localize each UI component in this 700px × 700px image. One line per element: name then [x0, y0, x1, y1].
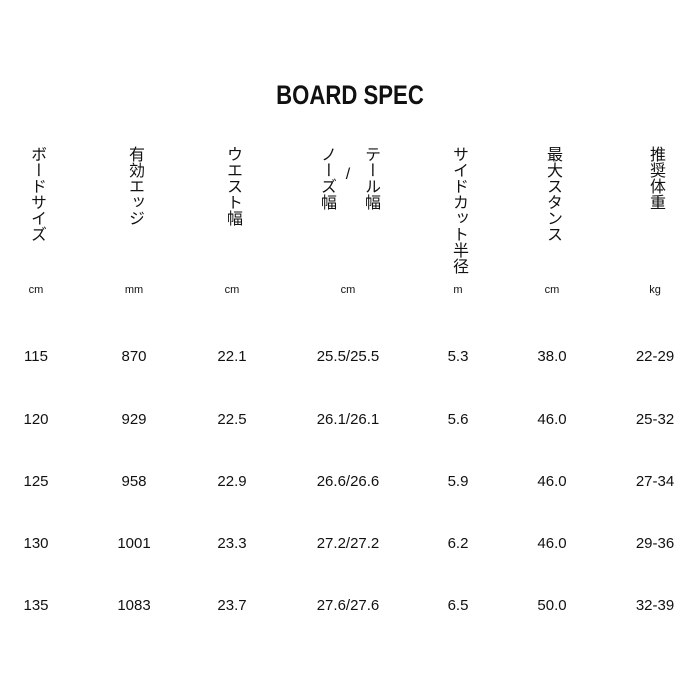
table-cell: 25.5/25.5 [316, 348, 380, 365]
column-unit: cm [340, 284, 356, 296]
column-unit: kg [649, 284, 661, 296]
table-cell: 22-29 [635, 348, 675, 365]
table-cell: 135 [23, 597, 49, 614]
table-cell: 26.6/26.6 [316, 473, 380, 490]
column-6: 推奨体重 kg 22-29 25-32 27-34 29-36 32-39 [600, 0, 700, 700]
column-header-tail: テール幅 [362, 146, 379, 210]
header-separator: / [345, 166, 351, 183]
page-title: BOARD SPEC [276, 80, 424, 110]
column-header: 推奨体重 [647, 146, 664, 210]
column-header: サイドカット半径 [450, 146, 467, 274]
table-cell: 23.7 [217, 597, 247, 614]
column-5: 最大スタンス cm 38.0 46.0 46.0 46.0 50.0 [497, 0, 607, 700]
table-cell: 22.9 [217, 473, 247, 490]
table-cell: 23.3 [217, 535, 247, 552]
column-unit: cm [224, 284, 240, 296]
table-cell: 1083 [117, 597, 151, 614]
table-cell: 958 [121, 473, 147, 490]
column-header: ボードサイズ [28, 146, 45, 242]
table-cell: 5.9 [447, 473, 469, 490]
column-3: ノーズ幅 / テール幅 cm 25.5/25.5 26.1/26.1 26.6/26.6 27… [293, 0, 403, 700]
column-0: ボードサイズ cm 115 120 125 130 135 [0, 0, 91, 700]
column-header: 最大スタンス [544, 146, 561, 242]
table-cell: 46.0 [537, 535, 567, 552]
column-unit: mm [124, 284, 144, 296]
table-cell: 1001 [117, 535, 151, 552]
table-cell: 870 [121, 348, 147, 365]
table-cell: 6.5 [447, 597, 469, 614]
column-unit: m [453, 284, 463, 296]
table-cell: 5.3 [447, 348, 469, 365]
column-unit: cm [544, 284, 560, 296]
column-unit: cm [28, 284, 44, 296]
table-cell: 125 [23, 473, 49, 490]
column-4: サイドカット半径 m 5.3 5.6 5.9 6.2 6.5 [403, 0, 513, 700]
table-cell: 5.6 [447, 411, 469, 428]
table-cell: 50.0 [537, 597, 567, 614]
table-cell: 27.6/27.6 [316, 597, 380, 614]
table-cell: 46.0 [537, 473, 567, 490]
table-cell: 29-36 [635, 535, 675, 552]
column-header-nose: ノーズ幅 [318, 146, 335, 210]
table-cell: 32-39 [635, 597, 675, 614]
table-cell: 25-32 [635, 411, 675, 428]
table-cell: 38.0 [537, 348, 567, 365]
table-cell: 115 [24, 348, 48, 365]
table-cell: 6.2 [447, 535, 469, 552]
column-1: 有効エッジ mm 870 929 958 1001 1083 [79, 0, 189, 700]
column-header: 有効エッジ [126, 146, 143, 226]
table-cell: 120 [23, 411, 49, 428]
table-cell: 22.1 [217, 348, 247, 365]
table-cell: 46.0 [537, 411, 567, 428]
table-cell: 26.1/26.1 [316, 411, 380, 428]
column-2: ウエスト幅 cm 22.1 22.5 22.9 23.3 23.7 [177, 0, 287, 700]
column-header: ウエスト幅 [224, 146, 241, 226]
table-cell: 929 [121, 411, 147, 428]
table-cell: 27-34 [635, 473, 675, 490]
table-cell: 27.2/27.2 [316, 535, 380, 552]
table-cell: 130 [23, 535, 49, 552]
table-cell: 22.5 [217, 411, 247, 428]
